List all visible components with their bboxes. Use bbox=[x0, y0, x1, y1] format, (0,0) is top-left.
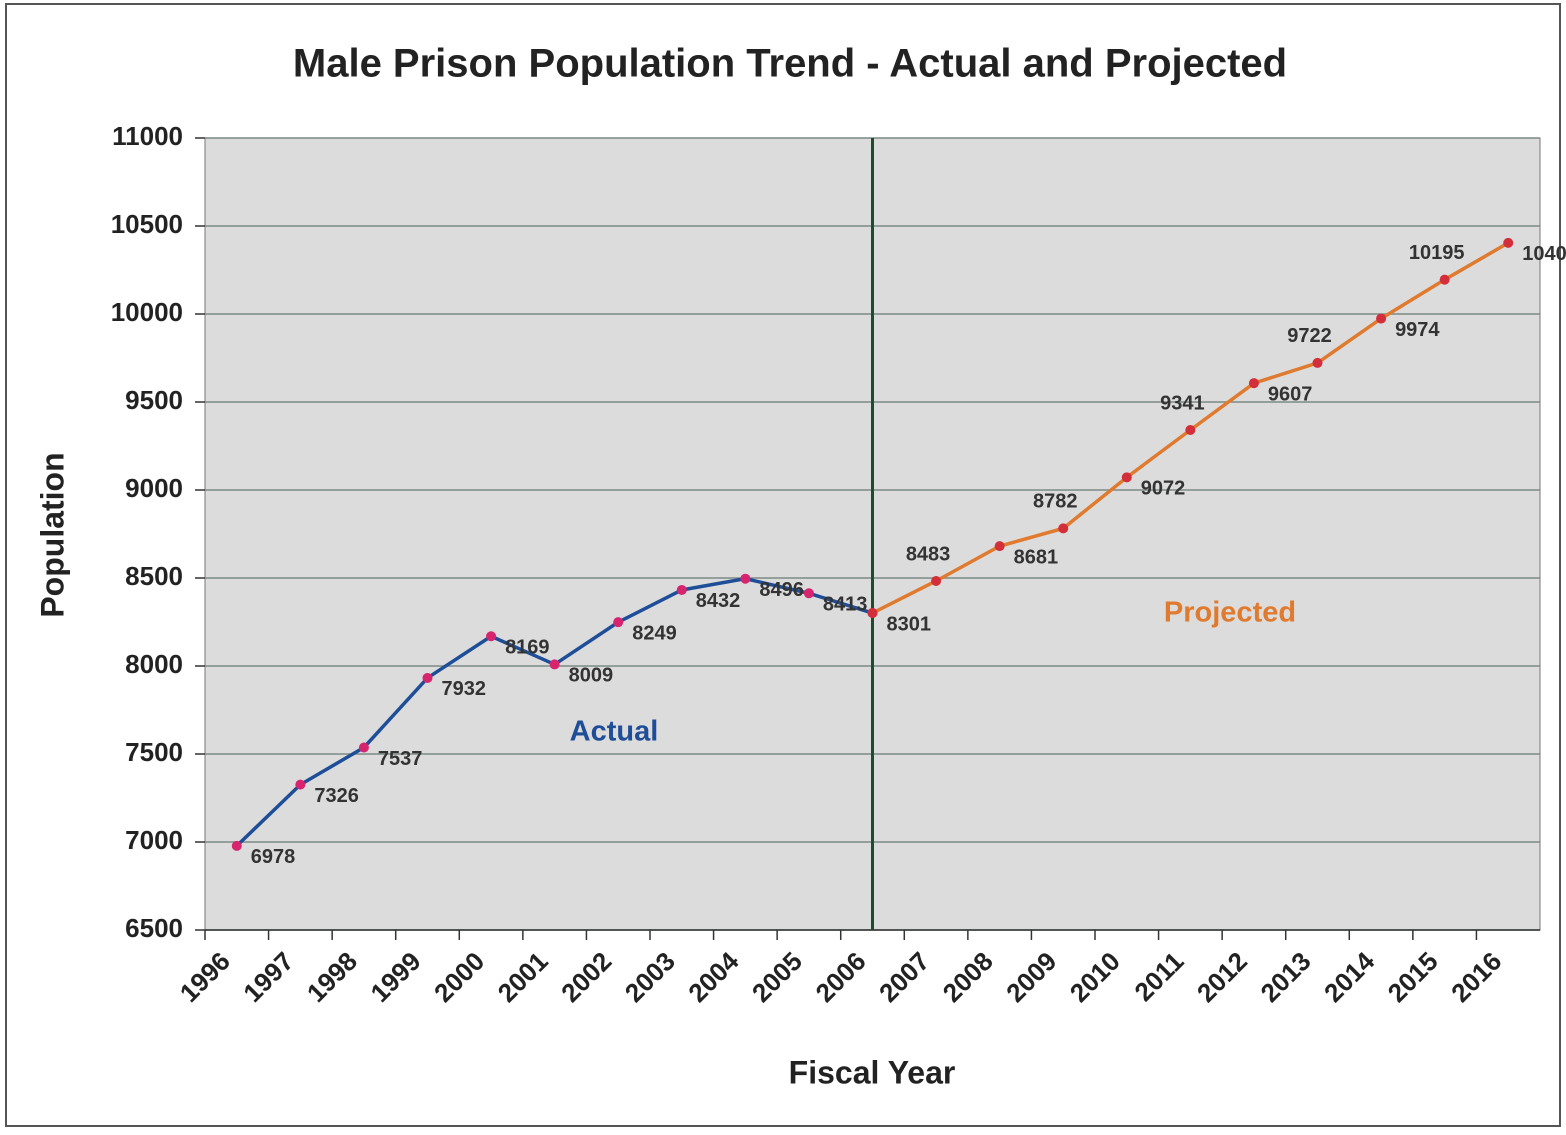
data-label: 8681 bbox=[1014, 546, 1058, 568]
point-marker bbox=[1058, 523, 1069, 534]
data-label: 8483 bbox=[906, 543, 951, 565]
point-marker bbox=[740, 573, 751, 584]
point-marker bbox=[1312, 357, 1323, 368]
data-label: 8782 bbox=[1033, 491, 1078, 513]
point-marker bbox=[295, 779, 306, 790]
data-label: 10404 bbox=[1522, 243, 1566, 265]
point-marker bbox=[613, 617, 624, 628]
y-tick-label: 7500 bbox=[125, 737, 183, 767]
y-tick-label: 7000 bbox=[125, 825, 183, 855]
data-label: 7537 bbox=[378, 748, 423, 770]
data-label: 8301 bbox=[887, 613, 932, 635]
point-marker bbox=[867, 608, 878, 619]
data-label: 8169 bbox=[505, 637, 549, 659]
data-label: 9722 bbox=[1287, 325, 1332, 347]
point-marker bbox=[1185, 424, 1196, 435]
data-label: 8432 bbox=[696, 590, 741, 612]
y-tick-label: 9000 bbox=[125, 473, 183, 503]
data-label: 9072 bbox=[1141, 478, 1186, 500]
point-marker bbox=[1248, 378, 1259, 389]
series-annotation: Actual bbox=[570, 716, 659, 748]
y-tick-label: 8000 bbox=[125, 649, 183, 679]
point-marker bbox=[1121, 472, 1132, 483]
data-label: 10195 bbox=[1409, 242, 1465, 264]
chart-title: Male Prison Population Trend - Actual an… bbox=[293, 42, 1287, 86]
point-marker bbox=[1439, 274, 1450, 285]
y-tick-label: 8500 bbox=[125, 561, 183, 591]
y-tick-label: 10500 bbox=[111, 209, 183, 239]
point-marker bbox=[358, 742, 369, 753]
point-marker bbox=[676, 584, 687, 595]
point-marker bbox=[1376, 313, 1387, 324]
point-marker bbox=[231, 840, 242, 851]
point-marker bbox=[994, 541, 1005, 552]
data-label: 8413 bbox=[823, 594, 868, 616]
y-tick-label: 11000 bbox=[112, 121, 183, 151]
point-marker bbox=[549, 659, 560, 670]
data-label: 7326 bbox=[314, 785, 359, 807]
data-label: 9341 bbox=[1160, 392, 1205, 414]
point-marker bbox=[486, 631, 497, 642]
point-marker bbox=[422, 672, 433, 683]
data-label: 9607 bbox=[1268, 383, 1313, 405]
y-axis-label: Population bbox=[34, 452, 70, 617]
data-label: 6978 bbox=[251, 846, 295, 868]
series-annotation: Projected bbox=[1164, 597, 1296, 629]
data-label: 9974 bbox=[1395, 319, 1440, 341]
y-tick-label: 6500 bbox=[125, 913, 183, 943]
x-axis-label: Fiscal Year bbox=[789, 1054, 956, 1090]
point-marker bbox=[931, 575, 942, 586]
data-label: 8009 bbox=[569, 665, 614, 687]
y-tick-label: 10000 bbox=[111, 297, 183, 327]
point-marker bbox=[803, 588, 814, 599]
point-marker bbox=[1503, 237, 1514, 248]
data-label: 8496 bbox=[759, 579, 804, 601]
data-label: 8249 bbox=[632, 622, 677, 644]
y-tick-label: 9500 bbox=[125, 385, 183, 415]
data-label: 7932 bbox=[442, 678, 487, 700]
